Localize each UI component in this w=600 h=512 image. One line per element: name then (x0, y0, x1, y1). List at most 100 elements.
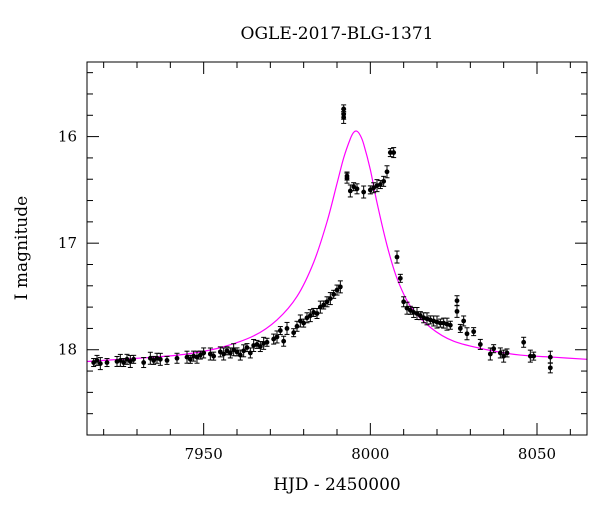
data-marker (211, 353, 217, 359)
data-point (321, 300, 327, 310)
data-marker (437, 320, 443, 326)
data-marker (401, 299, 407, 305)
data-point (401, 296, 407, 308)
x-tick-label: 7950 (185, 445, 223, 463)
data-point (347, 184, 353, 198)
data-point (174, 352, 180, 364)
data-point (527, 349, 533, 363)
data-marker (104, 360, 110, 365)
data-marker (264, 339, 270, 345)
data-marker (121, 360, 127, 365)
data-point (284, 321, 290, 335)
data-marker (284, 326, 290, 331)
data-point (211, 351, 217, 361)
data-point (361, 185, 367, 199)
data-point (384, 165, 390, 179)
data-point (277, 326, 283, 336)
data-marker (547, 354, 553, 360)
data-marker (174, 355, 180, 361)
data-marker (521, 339, 527, 345)
data-marker (337, 284, 343, 290)
data-point (131, 354, 137, 364)
data-marker (281, 338, 287, 344)
data-marker (331, 291, 337, 297)
data-point (397, 273, 403, 283)
model-curve-layer (86, 130, 588, 363)
data-point (504, 348, 510, 358)
data-point (184, 350, 190, 364)
x-tick-label: 8050 (518, 445, 556, 463)
data-marker (477, 342, 483, 347)
data-point (471, 327, 477, 337)
data-marker (497, 350, 503, 356)
y-tick-label: 17 (58, 234, 77, 252)
data-point (324, 296, 330, 308)
data-marker (274, 334, 280, 340)
data-point (121, 358, 127, 368)
data-marker (327, 296, 333, 301)
data-marker (531, 353, 537, 359)
data-marker (464, 331, 470, 337)
data-marker (244, 345, 250, 351)
data-point (344, 172, 350, 184)
chart-title: OGLE-2017-BLG-1371 (241, 24, 434, 44)
data-point (454, 304, 460, 318)
data-marker (131, 356, 137, 362)
data-marker (391, 150, 397, 155)
data-marker (361, 189, 367, 195)
data-point (354, 183, 360, 195)
data-marker (394, 254, 400, 260)
data-point (381, 175, 387, 187)
data-point (547, 350, 553, 364)
data-points-layer (91, 104, 553, 374)
y-tick-label: 16 (58, 128, 77, 146)
data-point (314, 308, 320, 320)
data-marker (94, 358, 100, 363)
data-marker (461, 318, 467, 324)
data-marker (294, 323, 300, 329)
data-marker (164, 358, 170, 363)
data-marker (387, 150, 393, 155)
plot-frame (86, 61, 588, 436)
data-point (281, 335, 287, 347)
data-point (464, 327, 470, 341)
data-marker (277, 328, 283, 333)
data-point (337, 280, 343, 294)
data-marker (381, 178, 387, 184)
data-point (217, 346, 223, 358)
data-marker (227, 350, 233, 356)
data-point (104, 358, 110, 368)
data-point (157, 352, 163, 366)
data-point (201, 347, 207, 359)
data-point (341, 110, 347, 124)
data-point (257, 341, 263, 353)
data-point (334, 284, 340, 296)
data-point (227, 347, 233, 359)
data-marker (384, 169, 390, 175)
data-marker (454, 298, 460, 304)
data-point (491, 344, 497, 354)
data-marker (324, 299, 330, 305)
data-marker (354, 186, 360, 192)
data-point (261, 336, 267, 350)
data-marker (334, 287, 340, 293)
data-marker (141, 360, 147, 365)
data-point (374, 179, 380, 193)
data-marker (471, 329, 477, 335)
data-marker (377, 182, 383, 187)
data-marker (314, 311, 320, 316)
model-curve (86, 130, 588, 363)
x-axis-label: HJD - 2450000 (273, 475, 401, 495)
data-marker (321, 302, 327, 308)
data-point (164, 355, 170, 365)
data-marker (301, 320, 307, 326)
data-marker (201, 350, 207, 356)
data-point (391, 147, 397, 159)
data-marker (447, 322, 453, 328)
data-point (371, 182, 377, 194)
data-point (461, 315, 467, 327)
data-point (394, 250, 400, 264)
data-point (447, 320, 453, 330)
